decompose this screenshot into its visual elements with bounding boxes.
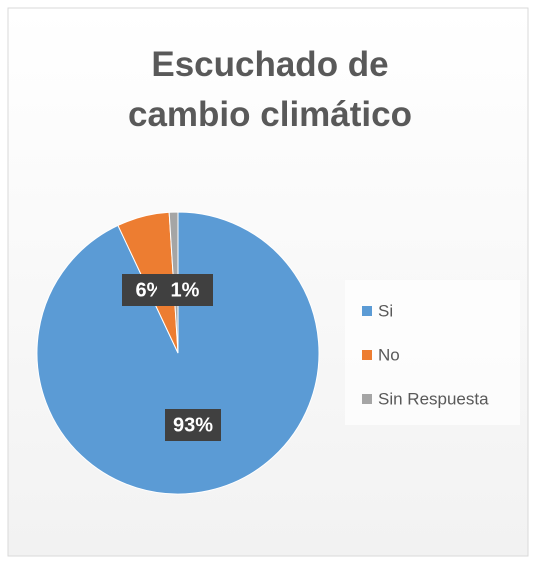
legend-label: Sin Respuesta xyxy=(378,389,489,408)
legend-box xyxy=(345,280,520,425)
chart-title: Escuchado de cambio climático xyxy=(128,45,412,134)
data-label: 1% xyxy=(171,279,200,301)
legend-label: Si xyxy=(378,301,393,320)
legend-swatch xyxy=(362,306,372,316)
data-label-bg xyxy=(165,409,221,441)
data-label-bg xyxy=(157,274,213,306)
data-label: 93% xyxy=(173,414,213,436)
legend-swatch xyxy=(362,350,372,360)
legend-swatch xyxy=(362,394,372,404)
legend-label: No xyxy=(378,345,400,364)
